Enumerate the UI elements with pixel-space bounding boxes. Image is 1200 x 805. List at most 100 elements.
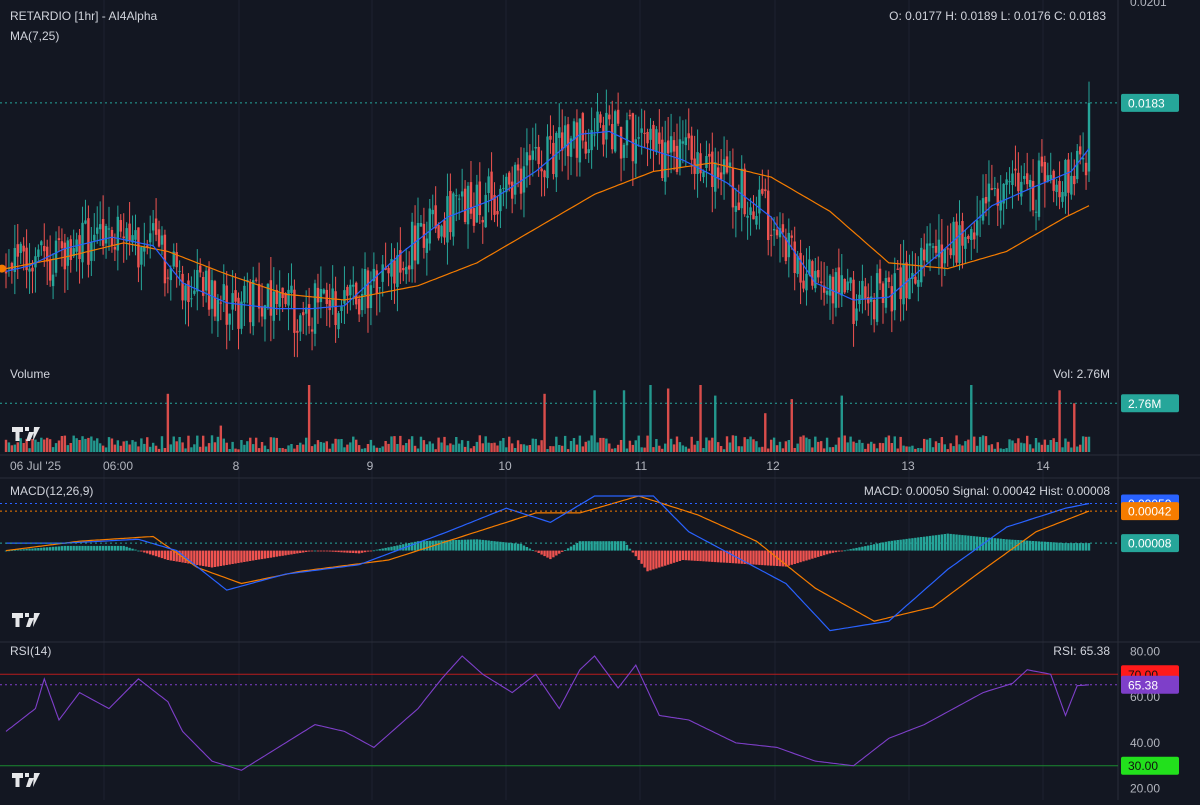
candle-body — [387, 267, 390, 274]
candle-body — [578, 118, 582, 163]
candle-body — [122, 236, 125, 239]
candle-body — [569, 138, 573, 157]
volume-bar — [222, 438, 225, 452]
volume-bar — [269, 437, 273, 452]
volume-bar — [128, 444, 131, 452]
candle-body — [699, 153, 702, 174]
candle-body — [675, 145, 679, 172]
volume-badge[interactable]: 2.76M — [1121, 394, 1179, 413]
volume-bar — [814, 436, 817, 452]
macd-histogram-bar — [510, 543, 514, 551]
rsi-line — [5, 655, 1090, 771]
macd-histogram-bar — [281, 550, 284, 556]
rsi-tick-label: 80.00 — [1130, 644, 1160, 658]
candle-body — [1081, 157, 1085, 160]
volume-bar — [34, 439, 37, 452]
volume-bar — [113, 444, 117, 452]
candle-body — [502, 187, 505, 189]
volume-bar — [805, 437, 808, 452]
volume-bar — [472, 446, 476, 452]
rsi-panel[interactable] — [0, 655, 1118, 771]
macd-histogram-bar — [128, 547, 131, 551]
macd-histogram-bar — [681, 550, 685, 560]
candle-body — [116, 216, 120, 251]
candle-body — [449, 191, 452, 233]
volume-bar — [967, 439, 970, 452]
candle-body — [496, 211, 499, 215]
candle-body — [543, 170, 546, 178]
macd-histogram-bar — [1087, 543, 1091, 551]
macd-histogram-bar — [252, 550, 255, 561]
price-scale[interactable]: 0.020180.0060.0040.0020.000.01832.76M0.0… — [1121, 0, 1179, 796]
volume-bar — [48, 439, 52, 452]
price-badge[interactable]: 0.0183 — [1121, 93, 1179, 112]
macd-panel[interactable] — [0, 495, 1118, 632]
volume-bar — [908, 446, 911, 452]
macd-histogram-bar — [231, 550, 234, 564]
volume-bar — [51, 447, 55, 452]
volume-panel[interactable] — [0, 385, 1118, 452]
candle-body — [955, 221, 958, 263]
candle-body — [416, 223, 420, 264]
candle-body — [1014, 168, 1017, 171]
candle-body — [734, 205, 738, 212]
candle-body — [360, 294, 364, 311]
volume-bar — [1014, 443, 1017, 452]
macd-histogram-bar — [204, 550, 208, 567]
macd-histogram-bar — [937, 534, 941, 551]
volume-bar — [199, 446, 202, 452]
volume-bar — [890, 443, 894, 452]
macd-histogram-bar — [843, 550, 846, 552]
rsi-30-badge[interactable]: 30.00 — [1121, 756, 1179, 775]
volume-bar — [522, 444, 526, 452]
volume-bar — [160, 436, 164, 452]
macd-histogram-bar — [764, 550, 767, 566]
macd-histogram-bar — [272, 550, 276, 558]
volume-bar — [796, 443, 799, 452]
volume-bar — [931, 447, 935, 452]
volume-bar — [519, 444, 523, 452]
volume-bar — [431, 443, 434, 452]
price-panel[interactable] — [0, 81, 1118, 358]
hist-badge[interactable]: 0.00008 — [1121, 534, 1179, 553]
candle-body — [343, 290, 346, 304]
candle-body — [740, 168, 743, 209]
volume-bar — [266, 449, 270, 452]
volume-bar — [1037, 442, 1041, 452]
macd-histogram-bar — [90, 545, 93, 551]
volume-bar — [825, 437, 829, 452]
rsi-value-badge-bg — [1121, 675, 1179, 694]
volume-bar — [443, 436, 446, 452]
volume-bar — [811, 447, 814, 452]
candle-body — [817, 270, 820, 278]
candle-body — [234, 290, 237, 302]
macd-histogram-bar — [69, 545, 72, 551]
candle-body — [84, 220, 87, 224]
macd-histogram-bar — [160, 550, 164, 559]
volume-bar — [40, 437, 43, 452]
macd-histogram-bar — [658, 550, 661, 568]
macd-histogram-bar — [378, 549, 381, 551]
macd-histogram-bar — [319, 550, 323, 552]
signal-badge[interactable]: 0.00042 — [1121, 502, 1179, 521]
candle-body — [828, 275, 832, 296]
candle-body — [808, 259, 811, 275]
volume-bar — [110, 438, 114, 452]
volume-bar — [970, 385, 973, 452]
macd-histogram-bar — [540, 550, 543, 555]
volume-bar — [637, 435, 640, 452]
volume-bar — [943, 444, 946, 452]
volume-bar — [378, 447, 381, 452]
candle-body — [490, 171, 493, 200]
macd-histogram-bar — [257, 550, 261, 560]
macd-histogram-bar — [875, 543, 879, 551]
macd-histogram-bar — [696, 550, 699, 561]
volume-bar — [357, 445, 361, 452]
candle-body — [137, 227, 140, 268]
volume-bar — [302, 444, 305, 452]
rsi-value-badge[interactable]: 65.38 — [1121, 675, 1179, 694]
volume-bar — [31, 439, 34, 452]
macd-histogram-bar — [472, 539, 476, 551]
volume-bar — [743, 437, 746, 452]
